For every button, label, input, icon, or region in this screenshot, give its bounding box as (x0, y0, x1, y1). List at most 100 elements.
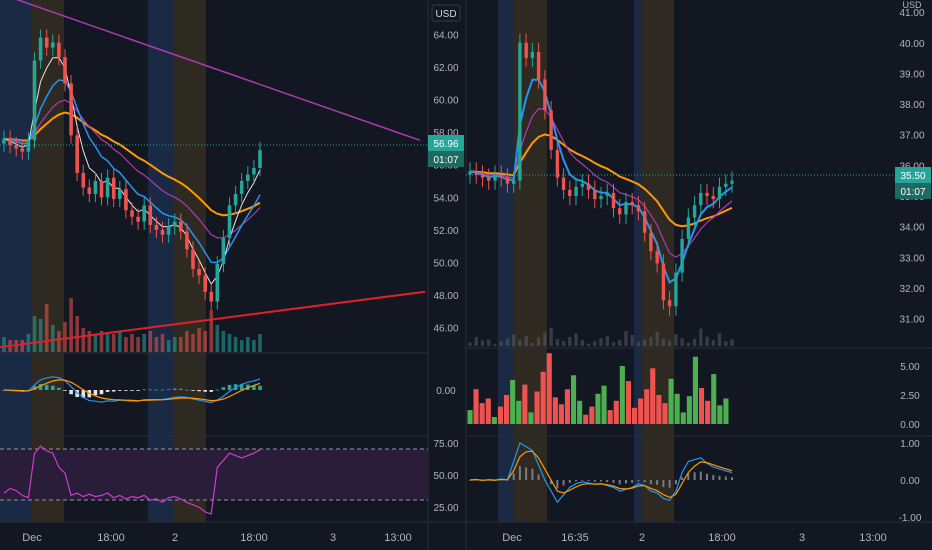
candle-body (99, 181, 104, 198)
price-tick: 62.00 (433, 63, 458, 74)
volume-mini-bar (680, 338, 684, 346)
price-tick: 58.00 (433, 128, 458, 139)
right-time-axis: Dec 16:35 2 18:00 3 13:00 (502, 532, 887, 544)
macd-histogram-bar (93, 390, 98, 396)
volume-bar (118, 331, 122, 352)
session-blue-band (148, 0, 174, 522)
candle-body (692, 205, 697, 218)
volume-tick: 0.00 (900, 420, 920, 431)
candle-body (93, 181, 98, 194)
time-tick: 3 (330, 532, 336, 544)
volume-bar (564, 389, 570, 424)
session-shading (0, 0, 674, 522)
osc-histogram-bar (643, 480, 646, 483)
volume-bar (662, 403, 668, 424)
candle-body (580, 183, 584, 187)
volume-bar (534, 391, 540, 424)
volume-mini-bar (599, 338, 603, 346)
volume-bar (522, 384, 528, 424)
macd-histogram-bar (252, 385, 256, 390)
osc-histogram-bar (593, 480, 596, 482)
osc-histogram-bar (637, 480, 640, 482)
volume-bar (668, 378, 674, 424)
right-oscillator-pane (469, 442, 733, 504)
candle-body (680, 238, 684, 273)
left-volume-bars (2, 298, 262, 352)
volume-bar (57, 331, 61, 352)
candle-body (480, 174, 485, 178)
volume-bar (75, 316, 79, 352)
candle-body (63, 57, 67, 84)
currency-badge[interactable] (431, 4, 461, 22)
time-tick: 18:00 (708, 532, 736, 544)
candle-body (655, 251, 659, 264)
osc-histogram-bar (618, 480, 621, 485)
volume-bar (619, 366, 625, 424)
volume-mini-bar (618, 340, 622, 346)
volume-mini-bar (661, 338, 666, 346)
candle-body (487, 177, 491, 181)
rsi-tick: 75.00 (433, 439, 458, 450)
candle-body (474, 171, 478, 175)
session-orange-band (32, 0, 64, 522)
volume-bar (589, 406, 595, 424)
volume-tick: 5.00 (900, 362, 920, 373)
volume-mini-bar (686, 343, 691, 346)
candle-body (105, 177, 110, 198)
price-tick: 64.00 (433, 30, 458, 41)
rsi-line (3, 445, 261, 515)
osc-histogram-bar (693, 472, 696, 480)
volume-bar (166, 340, 171, 352)
volume-mini-bar (649, 337, 653, 346)
volume-bar (717, 405, 723, 424)
volume-bar (723, 398, 729, 424)
volume-bar (38, 319, 43, 352)
volume-mini-bar (512, 334, 516, 346)
time-tick: 2 (639, 532, 645, 544)
volume-mini-bar (468, 342, 472, 346)
volume-bar (111, 334, 116, 352)
volume-bar (14, 340, 18, 352)
volume-bar (191, 334, 195, 352)
volume-mini-bar (543, 332, 547, 346)
candle-body (493, 174, 497, 181)
candle-body (197, 268, 201, 276)
right-volume-mini (468, 327, 734, 346)
volume-mini-bar (568, 337, 572, 346)
osc-histogram-bar (662, 480, 665, 487)
osc-tick: 1.00 (900, 439, 920, 450)
time-tick: 18:00 (240, 532, 268, 544)
time-tick: Dec (22, 532, 42, 544)
volume-mini-bar (636, 341, 641, 346)
volume-bar (93, 334, 98, 352)
volume-bar (136, 337, 140, 352)
candle-body (468, 171, 472, 175)
osc-histogram-bar (531, 468, 534, 480)
volume-mini-bar (692, 338, 697, 346)
macd-histogram-bar (57, 387, 61, 390)
volume-bar (497, 406, 503, 424)
candle-body (111, 177, 116, 199)
volume-mini-bar (724, 341, 728, 346)
countdown-value: 01:07 (900, 187, 925, 198)
candle-body (549, 110, 553, 150)
volume-bar (203, 331, 207, 352)
volume-bar (705, 400, 711, 424)
candle-body (209, 291, 214, 302)
time-tick: 16:35 (561, 532, 589, 544)
time-tick: 13:00 (384, 532, 412, 544)
volume-bar (233, 337, 238, 352)
price-tick: 52.00 (433, 226, 458, 237)
candle-body (179, 221, 183, 232)
right-price-axis: USD 41.0040.0039.0038.0037.0036.0035.003… (895, 0, 931, 524)
candle-body (561, 177, 566, 190)
volume-bar (81, 328, 86, 352)
price-tick: 34.00 (899, 223, 924, 234)
candle-body (215, 264, 220, 302)
volume-mini-bar (624, 331, 628, 346)
macd-histogram-bar (32, 386, 37, 390)
macd-histogram-bar (172, 388, 177, 390)
candle-body (555, 150, 560, 178)
candle-body (593, 189, 597, 200)
